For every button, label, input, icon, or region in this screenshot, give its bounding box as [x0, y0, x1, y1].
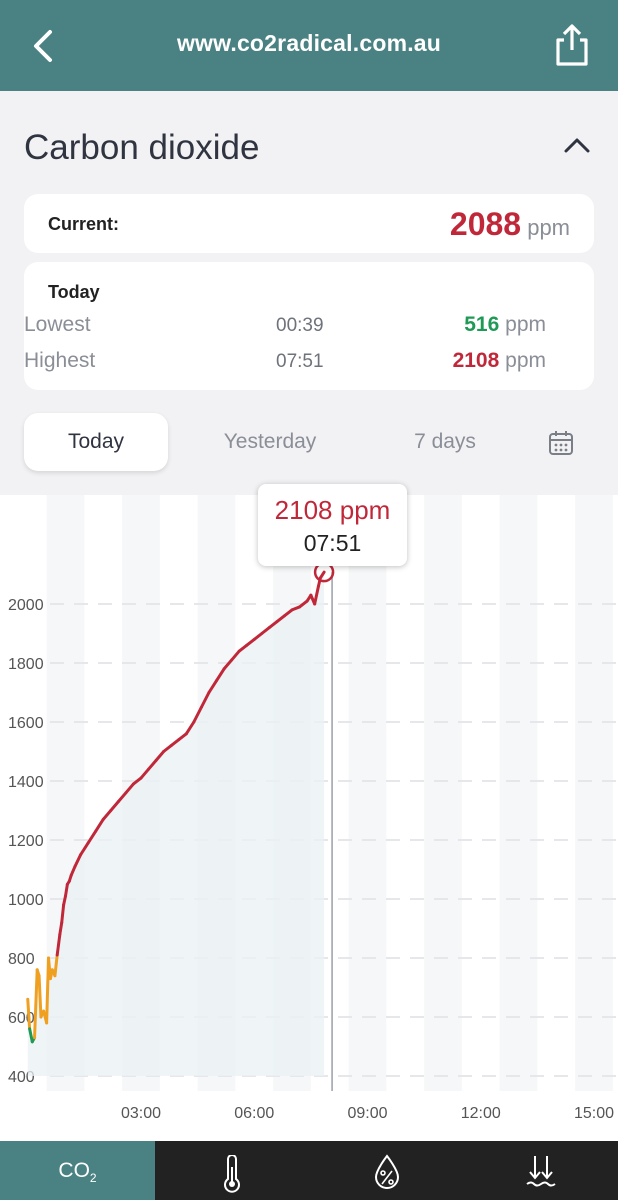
humidity-drop-icon — [374, 1154, 400, 1189]
series-segment — [177, 732, 188, 742]
series-segment — [169, 738, 181, 748]
lowest-time: 00:39 — [276, 315, 324, 336]
y-tick-label: 800 — [8, 951, 35, 968]
tooltip-time: 07:51 — [303, 530, 362, 556]
series-segment — [230, 649, 241, 662]
series-segment — [86, 829, 98, 845]
series-segment — [26, 997, 32, 1031]
series-segment — [275, 614, 286, 624]
series-segment — [199, 691, 211, 709]
series-segment — [184, 720, 196, 736]
thermometer-icon — [224, 1155, 240, 1193]
x-tick-label: 12:00 — [461, 1105, 501, 1122]
highest-time: 07:51 — [276, 351, 324, 372]
co2-label: CO2 — [58, 1159, 97, 1186]
series-segment — [207, 679, 218, 694]
series-segment — [282, 608, 294, 618]
y-tick-label: 1000 — [8, 892, 44, 909]
series-segment — [245, 637, 256, 647]
series-segment — [237, 643, 249, 653]
highest-label: Highest — [24, 349, 96, 372]
current-label: Current: — [48, 214, 119, 234]
series-segment — [33, 968, 39, 1040]
nav-co2[interactable]: CO2 — [0, 1141, 155, 1200]
current-value: 2088 ppm — [449, 206, 570, 242]
lowest-label: Lowest — [24, 313, 91, 336]
today-card: Today — [24, 262, 594, 390]
pressure-icon — [526, 1156, 556, 1187]
y-tick-label: 1200 — [8, 833, 44, 850]
series-segment — [124, 782, 135, 795]
series-segment — [139, 767, 151, 780]
today-label: Today — [48, 282, 100, 302]
x-tick-label: 03:00 — [121, 1105, 161, 1122]
back-arrow-icon[interactable] — [26, 26, 62, 66]
highest-value: 2108 ppm — [452, 349, 546, 372]
series-segment — [147, 758, 158, 771]
series-segment — [116, 791, 128, 804]
series-segment — [192, 705, 203, 724]
series-segment — [154, 750, 166, 762]
series-segment — [162, 744, 173, 753]
series-segment — [131, 776, 143, 786]
series-segment — [109, 800, 120, 812]
top-bar: www.co2radical.com.au — [0, 0, 618, 91]
area-fill — [27, 572, 325, 1076]
series-segment — [60, 903, 66, 925]
tooltip-value: 2108 ppm — [274, 495, 391, 525]
hour-band — [575, 495, 613, 1091]
chart-tooltip: 2108 ppm 07:51 — [258, 484, 407, 566]
page-title: Carbon dioxide — [24, 128, 260, 167]
nav-pressure[interactable] — [465, 1141, 618, 1200]
current-card: Current: 2088 ppm — [24, 194, 594, 253]
series-segment — [55, 932, 62, 957]
highest-row: Highest 07:51 2108 ppm — [24, 349, 546, 373]
series-segment — [79, 841, 90, 857]
share-icon[interactable] — [552, 22, 592, 68]
lowest-value: 516 ppm — [464, 313, 546, 336]
hour-band — [499, 495, 538, 1091]
tab-today[interactable]: Today — [24, 413, 168, 471]
series-segment — [53, 953, 59, 978]
series-segment — [37, 974, 43, 1019]
series-segment — [62, 894, 67, 907]
y-tick-label: 1600 — [8, 715, 44, 732]
y-tick-label: 1400 — [8, 774, 44, 791]
calendar-icon[interactable] — [548, 430, 574, 456]
series-segment — [58, 921, 64, 936]
nav-humidity[interactable] — [310, 1141, 465, 1200]
series-segment — [313, 584, 320, 606]
x-tick-label: 09:00 — [347, 1105, 387, 1122]
series-segment — [298, 599, 309, 609]
series-segment — [260, 626, 271, 635]
x-tick-label: 15:00 — [574, 1105, 614, 1122]
y-tick-label: 2000 — [8, 597, 44, 614]
tab-yesterday[interactable]: Yesterday — [223, 430, 317, 453]
page-url: www.co2radical.com.au — [176, 30, 442, 56]
series-segment — [267, 620, 279, 630]
x-tick-label: 06:00 — [234, 1105, 274, 1122]
series-segment — [318, 570, 326, 580]
tab-7-days[interactable]: 7 days — [414, 430, 476, 453]
nav-temperature[interactable] — [155, 1141, 310, 1200]
hour-band — [424, 495, 462, 1091]
series-segment — [64, 882, 69, 898]
lowest-row: Lowest 00:39 516 ppm — [24, 313, 546, 337]
series-segment — [69, 865, 77, 877]
series-segment — [101, 809, 113, 821]
chevron-up-icon[interactable] — [562, 133, 592, 157]
series-segment — [94, 817, 105, 833]
series-segment — [222, 658, 234, 671]
bottom-nav: CO2 — [0, 1141, 618, 1200]
hour-band — [348, 495, 387, 1091]
series-segment — [252, 632, 264, 641]
y-tick-label: 1800 — [8, 656, 44, 673]
series-segment — [215, 667, 226, 683]
series-segment — [73, 853, 83, 869]
